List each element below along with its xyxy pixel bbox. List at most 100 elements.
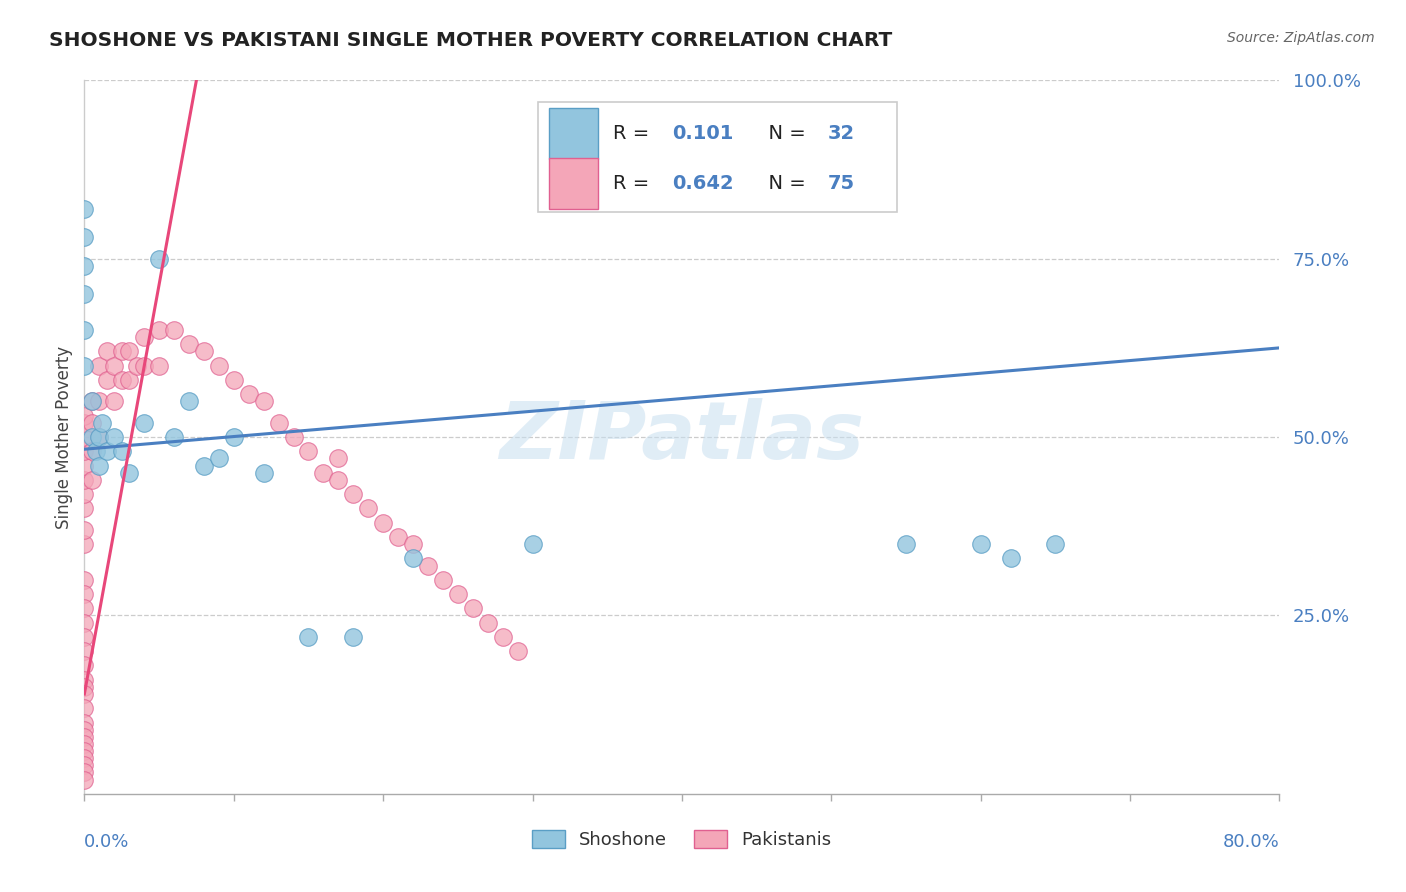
Point [73, 601, 96, 615]
Point [89, 359, 111, 373]
Point [73, 737, 96, 751]
Point [461, 601, 484, 615]
Point [73, 323, 96, 337]
Point [73, 359, 96, 373]
Point [111, 444, 134, 458]
Point [111, 344, 134, 359]
Point [373, 516, 395, 530]
Point [73, 501, 96, 516]
Point [208, 359, 231, 373]
Point [267, 416, 290, 430]
Text: ZIPatlas: ZIPatlas [499, 398, 865, 476]
Point [80, 394, 103, 409]
Point [238, 387, 260, 401]
Point [80, 444, 103, 458]
Point [91, 416, 114, 430]
Point [73, 680, 96, 694]
Point [73, 772, 96, 787]
Point [103, 430, 125, 444]
Text: 0.101: 0.101 [672, 124, 734, 144]
Text: SHOSHONE VS PAKISTANI SINGLE MOTHER POVERTY CORRELATION CHART: SHOSHONE VS PAKISTANI SINGLE MOTHER POVE… [49, 31, 893, 50]
Point [1000, 551, 1022, 566]
Point [163, 430, 186, 444]
Point [73, 444, 96, 458]
Point [297, 444, 319, 458]
Point [132, 330, 156, 344]
Point [416, 558, 439, 573]
Point [222, 373, 245, 387]
Point [73, 458, 96, 473]
Point [73, 416, 96, 430]
Point [73, 658, 96, 673]
Point [387, 530, 409, 544]
Y-axis label: Single Mother Poverty: Single Mother Poverty [55, 345, 73, 529]
Point [73, 430, 96, 444]
FancyBboxPatch shape [538, 102, 897, 212]
Point [111, 373, 134, 387]
Point [80, 473, 103, 487]
Point [970, 537, 993, 551]
Point [283, 430, 305, 444]
Point [492, 630, 515, 644]
Point [89, 430, 111, 444]
Point [73, 259, 96, 273]
Point [208, 451, 231, 466]
Point [73, 230, 96, 244]
Point [73, 751, 96, 765]
Point [73, 723, 96, 737]
Point [253, 394, 276, 409]
Point [342, 487, 364, 501]
Point [118, 466, 141, 480]
Point [177, 337, 200, 351]
Point [73, 487, 96, 501]
Point [163, 323, 186, 337]
Point [89, 430, 111, 444]
Point [342, 630, 364, 644]
Point [96, 344, 118, 359]
Text: 32: 32 [828, 124, 855, 144]
Point [73, 758, 96, 772]
Point [312, 466, 335, 480]
Point [297, 630, 319, 644]
FancyBboxPatch shape [550, 159, 599, 209]
Point [73, 630, 96, 644]
Point [73, 644, 96, 658]
Point [73, 730, 96, 744]
Point [253, 466, 276, 480]
Text: N =: N = [756, 174, 813, 194]
Point [96, 373, 118, 387]
Point [132, 416, 156, 430]
Point [103, 359, 125, 373]
Point [86, 444, 108, 458]
Point [193, 344, 215, 359]
Point [89, 394, 111, 409]
Point [80, 416, 103, 430]
Point [177, 394, 200, 409]
Point [506, 644, 529, 658]
Point [118, 344, 141, 359]
Point [73, 715, 96, 730]
Point [148, 359, 170, 373]
Point [357, 501, 380, 516]
Text: 80.0%: 80.0% [1223, 833, 1279, 851]
Point [103, 394, 125, 409]
Point [522, 537, 544, 551]
Legend: Shoshone, Pakistanis: Shoshone, Pakistanis [524, 822, 839, 856]
Point [73, 587, 96, 601]
Point [73, 523, 96, 537]
Point [894, 537, 917, 551]
Point [89, 458, 111, 473]
Point [118, 373, 141, 387]
Point [73, 409, 96, 423]
Point [1045, 537, 1067, 551]
Text: 75: 75 [828, 174, 855, 194]
Text: Source: ZipAtlas.com: Source: ZipAtlas.com [1227, 31, 1375, 45]
Point [96, 444, 118, 458]
Text: 0.0%: 0.0% [84, 833, 129, 851]
Point [125, 359, 148, 373]
Point [477, 615, 499, 630]
Point [73, 765, 96, 780]
Point [148, 252, 170, 266]
Point [132, 359, 156, 373]
Point [328, 473, 350, 487]
